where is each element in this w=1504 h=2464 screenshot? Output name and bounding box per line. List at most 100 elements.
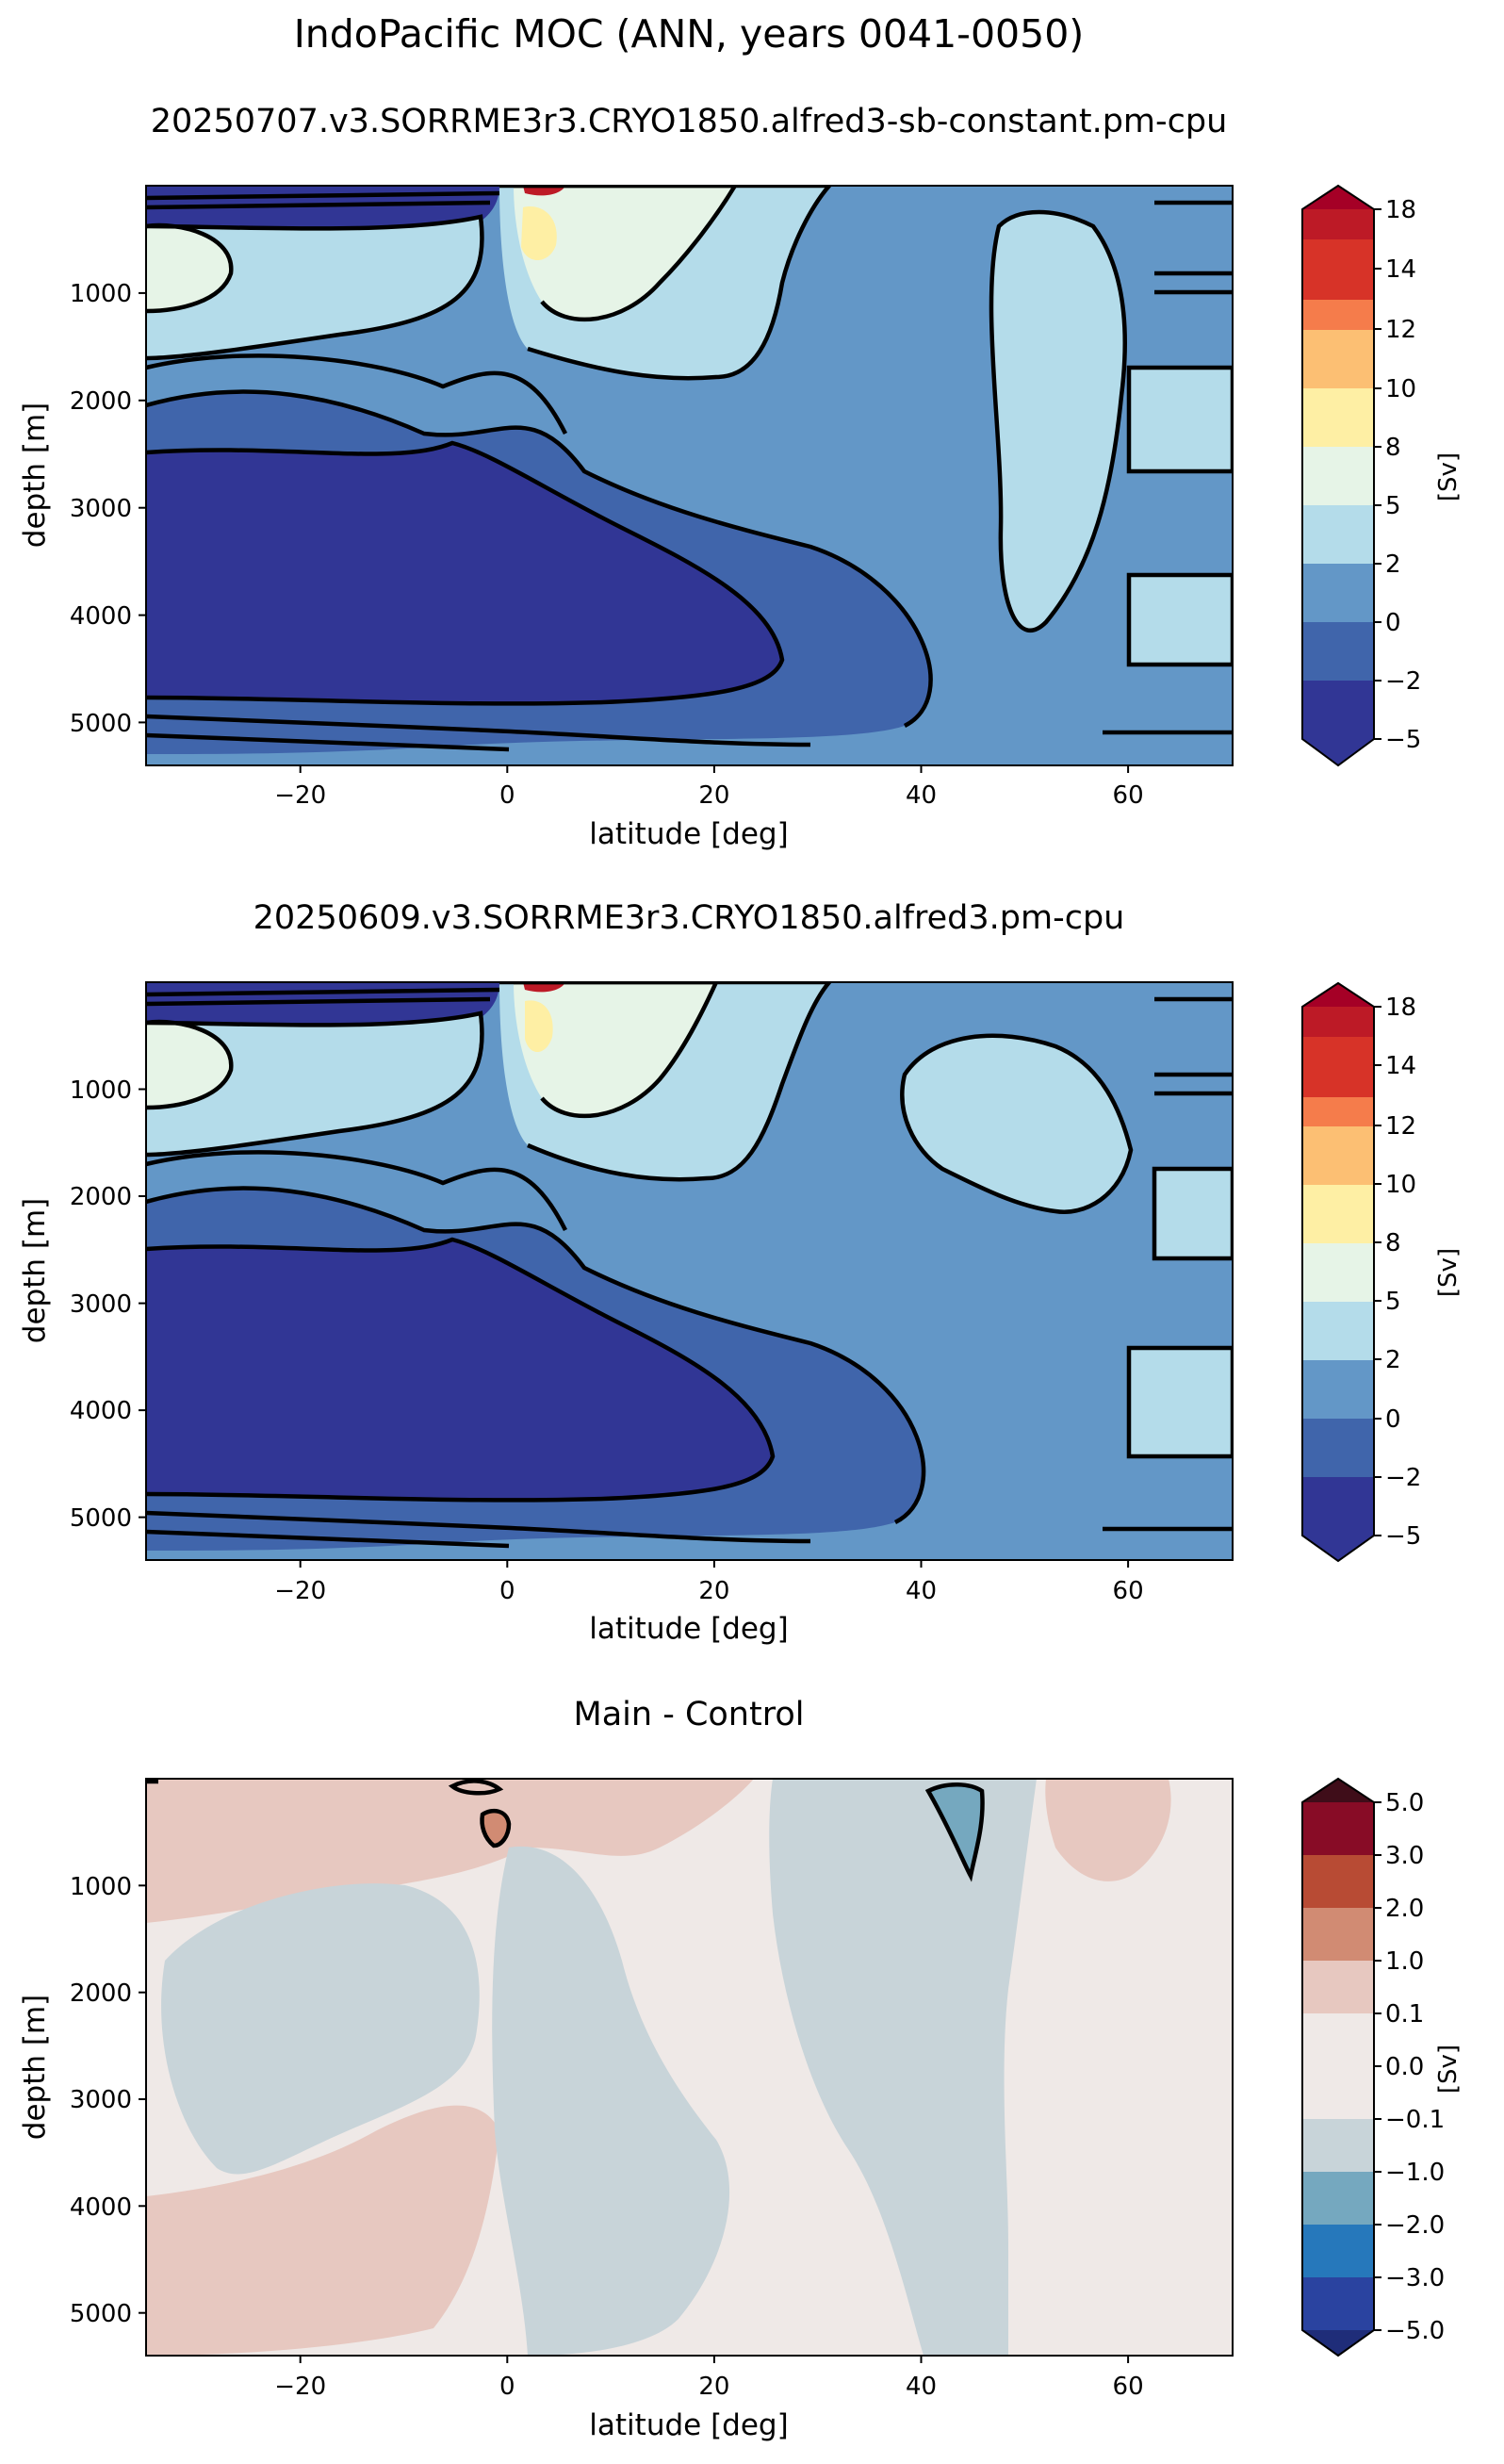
panel-1-yticks: 1000 2000 3000 4000 5000 [70,280,146,738]
panel-2-xtick-label: 60 [1113,1577,1144,1605]
panel-1-ytick-label: 5000 [70,710,132,738]
colorbar-swatch [1302,564,1374,622]
colorbar-swatch [1302,388,1374,447]
panel-1-ytick-label: 4000 [70,602,132,631]
panel-1: 20250707.v3.SORRME3r3.CRYO1850.alfred3-s… [18,103,1463,851]
panel-2-xtick-label: 0 [499,1577,515,1605]
negative-anomaly-north [928,1784,983,1876]
positive-band-upper [146,1779,754,1923]
panel-3-ytick-label: 1000 [70,1873,132,1901]
colorbar-tick-label: 0 [1385,1405,1401,1434]
panel-3-xtick-label: −20 [274,2373,326,2401]
colorbar-swatch [1302,622,1374,681]
colorbar-tick-label: 5 [1385,492,1401,520]
colorbar-tick-label: 10 [1385,1171,1416,1199]
contour-lines [146,186,1233,752]
colorbar-tick-label: 14 [1385,255,1416,284]
colorbar-label: [Sv] [1434,1248,1463,1297]
colorbar-extend-min [1302,2330,1374,2356]
deep-cell-core [146,443,782,704]
panel-3-ytick-label: 3000 [70,2086,132,2114]
colorbar-ticks [1374,208,1381,740]
contour-lines [146,982,1233,1549]
colorbar-tick-label: 0.1 [1385,2000,1424,2029]
panel-1-ytick-label: 2000 [70,387,132,416]
colorbar-extend-max [1302,1779,1374,1802]
colorbar-swatch [1302,1243,1374,1302]
colorbar-swatch [1302,1961,1374,2013]
colorbar-tick-label: −5 [1385,726,1421,754]
panel-3-contour-field [146,1779,1233,2356]
colorbar-swatch [1302,1302,1374,1360]
colorbar-extend-max [1302,186,1374,209]
panel-2-ytick-label: 3000 [70,1290,132,1319]
colorbar-swatch [1302,2277,1374,2330]
colorbar-extend-min [1302,1536,1374,1561]
panel-2-colorbar: 18 14 12 10 8 5 2 0 −2 −5 [Sv] [1301,981,1463,1563]
arctic-positive-box-2 [1129,575,1233,665]
panel-1-xtick-label: 60 [1113,781,1144,810]
panel-1-xtick-label: 40 [906,781,937,810]
panel-1-contour-field [146,186,1233,765]
tropical-cell-core [521,206,557,261]
colorbar-tick-label: 2 [1385,550,1401,579]
colorbar-swatch [1302,2013,1374,2066]
upper-positive-inner [146,1022,232,1108]
colorbar-tick-label: 2.0 [1385,1895,1424,1923]
colorbar-swatch [1302,1097,1374,1126]
panel-2-yticks: 1000 2000 3000 4000 5000 [70,1076,146,1533]
arctic-positive-box [1154,1169,1233,1258]
negative-region-central [492,1846,730,2356]
colorbar-tick-label: 18 [1385,994,1416,1022]
panel-1-ytick-label: 3000 [70,495,132,523]
panel-2-ytick-label: 5000 [70,1504,132,1533]
panel-2-xtick-label: −20 [274,1577,326,1605]
panel-2-axes: −20 0 20 40 60 1000 2000 3000 4000 5000 … [18,1076,1144,1646]
panel-3-xtick-label: 60 [1113,2373,1144,2401]
colorbar-extend-max [1302,983,1374,1007]
colorbar-tick-label: −3.0 [1385,2264,1445,2292]
panel-2-title: 20250609.v3.SORRME3r3.CRYO1850.alfred3.p… [253,899,1125,937]
colorbar-swatch [1302,300,1374,330]
positive-region-northeast [1045,1779,1171,1881]
colorbar-tick-label: 0 [1385,609,1401,637]
colorbar-tick-label: −5 [1385,1522,1421,1551]
panel-1-ytick-label: 1000 [70,280,132,308]
panel-3-ytick-label: 4000 [70,2193,132,2222]
colorbar-swatch [1302,1007,1374,1037]
panel-3-ytick-label: 2000 [70,1979,132,2008]
panel-3-xlabel: latitude [deg] [589,2408,788,2442]
panel-3-xtick-label: 20 [698,2373,729,2401]
panel-3-title: Main - Control [574,1696,805,1733]
subpolar-positive [902,1035,1131,1212]
upper-positive-inner [146,225,232,311]
tropical-cell-peak [523,982,565,993]
panel-1-xtick-label: 0 [499,781,515,810]
colorbar-label: [Sv] [1434,2045,1463,2094]
colorbar-tick-label: 1.0 [1385,1947,1424,1976]
colorbar-swatch [1302,1126,1374,1185]
colorbar-tick-label: −2.0 [1385,2211,1445,2240]
panel-2-ylabel: depth [m] [18,1198,52,1343]
colorbar-swatch [1302,1360,1374,1419]
colorbar-swatch [1302,505,1374,564]
colorbar-tick-label: 0.0 [1385,2053,1424,2081]
colorbar-swatch [1302,1477,1374,1536]
colorbar-swatch [1302,447,1374,505]
colorbar-swatch [1302,1908,1374,1961]
colorbar-swatch [1302,2119,1374,2172]
colorbar-tick-label: −2 [1385,667,1421,696]
colorbar-tick-label: −5.0 [1385,2317,1445,2345]
colorbar-extend-min [1302,739,1374,765]
arctic-positive-box-2 [1129,1348,1233,1456]
colorbar-swatch [1302,1855,1374,1908]
panel-1-xlabel: latitude [deg] [589,817,788,851]
panel-3-frame [145,1778,1234,2357]
panel-3-colorbar: 5.0 3.0 2.0 1.0 0.1 0.0 −0.1 −1.0 −2.0 −… [1301,1777,1463,2357]
colorbar-tick-label: −2 [1385,1464,1421,1492]
colorbar-swatch [1302,239,1374,300]
panel-2-xtick-label: 40 [906,1577,937,1605]
colorbar-tick-label: 14 [1385,1052,1416,1080]
deep-cell-core [146,1240,773,1501]
